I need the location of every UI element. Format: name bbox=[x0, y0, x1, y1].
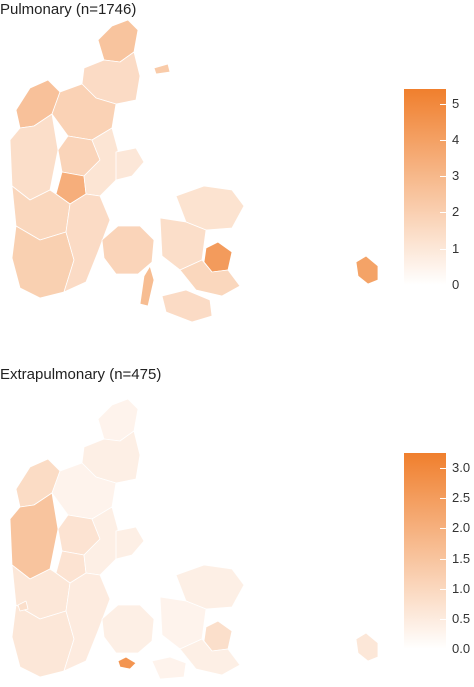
jutland bbox=[9, 19, 145, 299]
region-langeland[interactable] bbox=[117, 656, 137, 670]
legend-tick-label: 2.0 bbox=[452, 520, 471, 536]
legend-tick-mark bbox=[440, 649, 446, 650]
jutland bbox=[9, 398, 145, 678]
extrapulmonary-panel: Extrapulmonary (n=475) 3.0 2.5 2.0 1.5 1.0 0.… bbox=[0, 343, 474, 687]
legend-tick-label: 2 bbox=[452, 204, 460, 220]
legend-tick-label: 1 bbox=[452, 240, 460, 256]
extrapulmonary-choropleth-map bbox=[9, 398, 379, 680]
legend-tick-mark bbox=[440, 468, 446, 470]
pulmonary-panel: Pulmonary (n=1746) 5 4 3 2 1 0 bbox=[0, 0, 474, 343]
region-south-jutland-east[interactable] bbox=[63, 572, 111, 672]
legend-tick-label: 0.0 bbox=[452, 641, 471, 656]
region-west-jutland[interactable] bbox=[9, 492, 59, 580]
region-lolland-falster[interactable] bbox=[161, 289, 213, 323]
legend-tick-label: 1.5 bbox=[452, 550, 471, 566]
legend-tick-mark bbox=[440, 588, 446, 590]
legend-tick-mark bbox=[440, 498, 446, 500]
legend-tick-mark bbox=[440, 618, 446, 620]
region-zealand-south[interactable] bbox=[179, 259, 241, 297]
legend-tick-label: 2.5 bbox=[452, 490, 471, 506]
region-bornholm[interactable] bbox=[355, 632, 379, 662]
legend-tick-mark bbox=[440, 176, 446, 178]
region-samso[interactable] bbox=[17, 600, 29, 612]
region-fyn[interactable] bbox=[101, 225, 155, 275]
legend-tick-label: 4 bbox=[452, 131, 460, 147]
region-langeland[interactable] bbox=[139, 265, 155, 307]
pulmonary-choropleth-map bbox=[9, 19, 379, 323]
legend-tick-label: 3 bbox=[452, 168, 460, 184]
region-west-jutland[interactable] bbox=[9, 113, 59, 201]
legend-tick-label: 3.0 bbox=[452, 460, 471, 476]
region-bornholm[interactable] bbox=[355, 255, 379, 285]
legend-tick-mark bbox=[440, 285, 446, 286]
region-lolland-falster[interactable] bbox=[151, 656, 187, 680]
legend-tick-mark bbox=[440, 528, 446, 530]
legend-tick-mark bbox=[440, 103, 446, 105]
extrapulmonary-title: Extrapulmonary (n=475) bbox=[0, 366, 162, 383]
region-djursland[interactable] bbox=[115, 147, 145, 181]
legend-tick-mark bbox=[440, 139, 446, 141]
legend-tick-label: 0.5 bbox=[452, 610, 471, 626]
region-south-jutland-east[interactable] bbox=[63, 193, 111, 293]
pulmonary-legend-colorbar bbox=[404, 89, 446, 285]
legend-tick-mark bbox=[440, 212, 446, 214]
islands bbox=[17, 564, 379, 680]
region-djursland[interactable] bbox=[115, 526, 145, 560]
pulmonary-title: Pulmonary (n=1746) bbox=[0, 1, 137, 18]
legend-tick-mark bbox=[440, 248, 446, 250]
extrapulmonary-legend-colorbar bbox=[404, 453, 446, 649]
region-fyn[interactable] bbox=[101, 604, 155, 654]
region-zealand-south[interactable] bbox=[179, 638, 241, 676]
legend-tick-mark bbox=[440, 558, 446, 560]
legend-tick-label: 0 bbox=[452, 277, 460, 292]
legend-tick-label: 5 bbox=[452, 95, 460, 111]
legend-tick-label: 1.0 bbox=[452, 580, 471, 596]
islands bbox=[101, 63, 379, 323]
region-samso[interactable] bbox=[153, 63, 171, 75]
